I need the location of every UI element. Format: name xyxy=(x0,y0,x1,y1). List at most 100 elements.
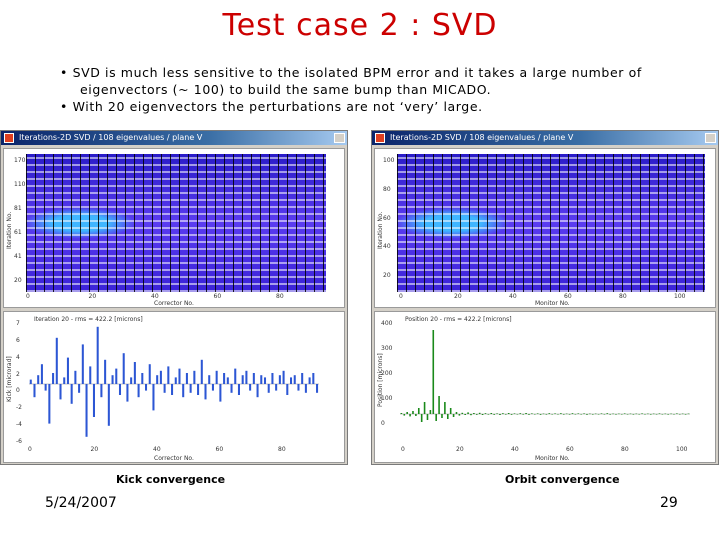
orbit-bar xyxy=(452,414,455,417)
kick-bot-xlabel: Corrector No. xyxy=(154,455,194,462)
orbit-bar xyxy=(467,412,469,414)
app-icon xyxy=(4,133,14,143)
tick-label: 60 xyxy=(566,446,574,453)
kick-bar xyxy=(215,370,218,384)
orbit-bar xyxy=(502,413,504,414)
kick-bar xyxy=(211,384,214,391)
orbit-bar xyxy=(473,413,475,414)
orbit-bar xyxy=(522,414,524,415)
orbit-bar xyxy=(475,414,478,415)
orbit-bar xyxy=(670,413,672,415)
orbit-bar xyxy=(458,414,461,416)
orbit-bar xyxy=(528,414,530,415)
orbit-bar xyxy=(525,413,527,414)
tick-label: 100 xyxy=(674,293,686,300)
orbit-bar xyxy=(615,414,617,415)
orbit-bar xyxy=(499,414,501,415)
kick-bar xyxy=(70,384,73,404)
bullet-symbol: • xyxy=(60,99,68,114)
kick-bar xyxy=(316,384,319,393)
orbit-bar xyxy=(403,414,406,416)
orbit-heatmap xyxy=(397,154,705,292)
orbit-top-xlabel: Monitor No. xyxy=(535,300,570,307)
kick-top-ylabel: Iteration No. xyxy=(6,211,13,249)
kick-bar xyxy=(226,377,229,384)
kick-window-titlebar[interactable]: Iterations-2D SVD / 108 eigenvalues / pl… xyxy=(1,131,347,145)
tick-label: -4 xyxy=(16,421,22,429)
orbit-window-titlebar[interactable]: Iterations-2D SVD / 108 eigenvalues / pl… xyxy=(372,131,718,145)
orbit-bar xyxy=(539,414,542,415)
tick-label: 20 xyxy=(383,272,391,279)
orbit-bar xyxy=(435,414,437,421)
orbit-heatmap-panel: Iteration No. 100 80 60 40 20 0 20 40 60 80 100 M… xyxy=(374,148,716,308)
tick-label: 40 xyxy=(383,243,391,251)
tick-label: 300 xyxy=(381,345,393,352)
kick-bar xyxy=(245,370,248,384)
orbit-bar xyxy=(516,414,519,415)
orbit-bar xyxy=(600,413,603,414)
orbit-bar xyxy=(444,402,446,414)
kick-bar xyxy=(197,384,200,395)
orbit-bar xyxy=(542,413,545,415)
tick-label: 40 xyxy=(153,446,161,453)
orbit-bar xyxy=(484,413,487,414)
orbit-bar xyxy=(632,414,635,415)
kick-bar xyxy=(111,375,114,384)
bullet-1-text: SVD is much less sensitive to the isolat… xyxy=(72,65,642,80)
kick-bar xyxy=(148,364,151,384)
kick-bar xyxy=(37,375,40,384)
orbit-bar xyxy=(441,414,443,418)
orbit-bar xyxy=(661,414,664,415)
kick-bar xyxy=(260,375,263,384)
orbit-bar xyxy=(658,413,661,414)
orbit-inner-text: Position 20 - rms = 422.2 [microns] xyxy=(405,316,512,323)
orbit-bar xyxy=(629,413,632,415)
kick-bar xyxy=(252,373,255,384)
kick-bar xyxy=(141,373,144,384)
kick-bar xyxy=(263,377,267,384)
orbit-bar xyxy=(548,413,551,414)
orbit-bar xyxy=(513,413,516,414)
kick-bar xyxy=(52,373,55,384)
tick-label: 0 xyxy=(26,293,30,300)
kick-bar xyxy=(163,384,166,393)
orbit-bar xyxy=(571,413,574,414)
orbit-bar xyxy=(574,414,577,415)
tick-label: 80 xyxy=(276,293,284,300)
kick-bar xyxy=(256,384,259,398)
kick-bar xyxy=(290,377,293,384)
kick-bar xyxy=(40,364,43,384)
kick-bar xyxy=(126,384,129,402)
kick-bar xyxy=(104,359,107,384)
kick-bar xyxy=(74,370,77,384)
orbit-bar xyxy=(676,413,678,414)
kick-bar xyxy=(208,375,211,384)
kick-bar xyxy=(297,384,300,391)
tick-label: 60 xyxy=(383,214,391,222)
kick-bar xyxy=(78,384,81,393)
close-icon[interactable] xyxy=(334,133,345,143)
kick-bar xyxy=(167,366,170,384)
tick-label: 2 xyxy=(16,370,20,378)
kick-bar xyxy=(159,370,162,384)
kick-bar xyxy=(200,359,203,384)
orbit-bot-xlabel: Monitor No. xyxy=(535,455,570,462)
tick-label: 170 xyxy=(14,157,26,164)
kick-bar xyxy=(267,384,270,393)
tick-label: 20 xyxy=(88,293,97,300)
kick-bar xyxy=(171,384,174,395)
kick-heatmap xyxy=(26,154,326,292)
page-number: 29 xyxy=(660,495,678,511)
tick-label: 80 xyxy=(621,446,629,453)
orbit-bar xyxy=(415,414,417,416)
kick-bar xyxy=(44,384,47,391)
orbit-bar xyxy=(606,413,609,414)
orbit-bar xyxy=(545,414,548,415)
kick-bar xyxy=(55,337,58,384)
orbit-bar xyxy=(490,413,493,414)
tick-label: 20 xyxy=(90,446,99,453)
kick-bar xyxy=(182,384,185,398)
kick-bar xyxy=(271,373,274,384)
kick-bar xyxy=(249,384,252,391)
close-icon[interactable] xyxy=(705,133,716,143)
